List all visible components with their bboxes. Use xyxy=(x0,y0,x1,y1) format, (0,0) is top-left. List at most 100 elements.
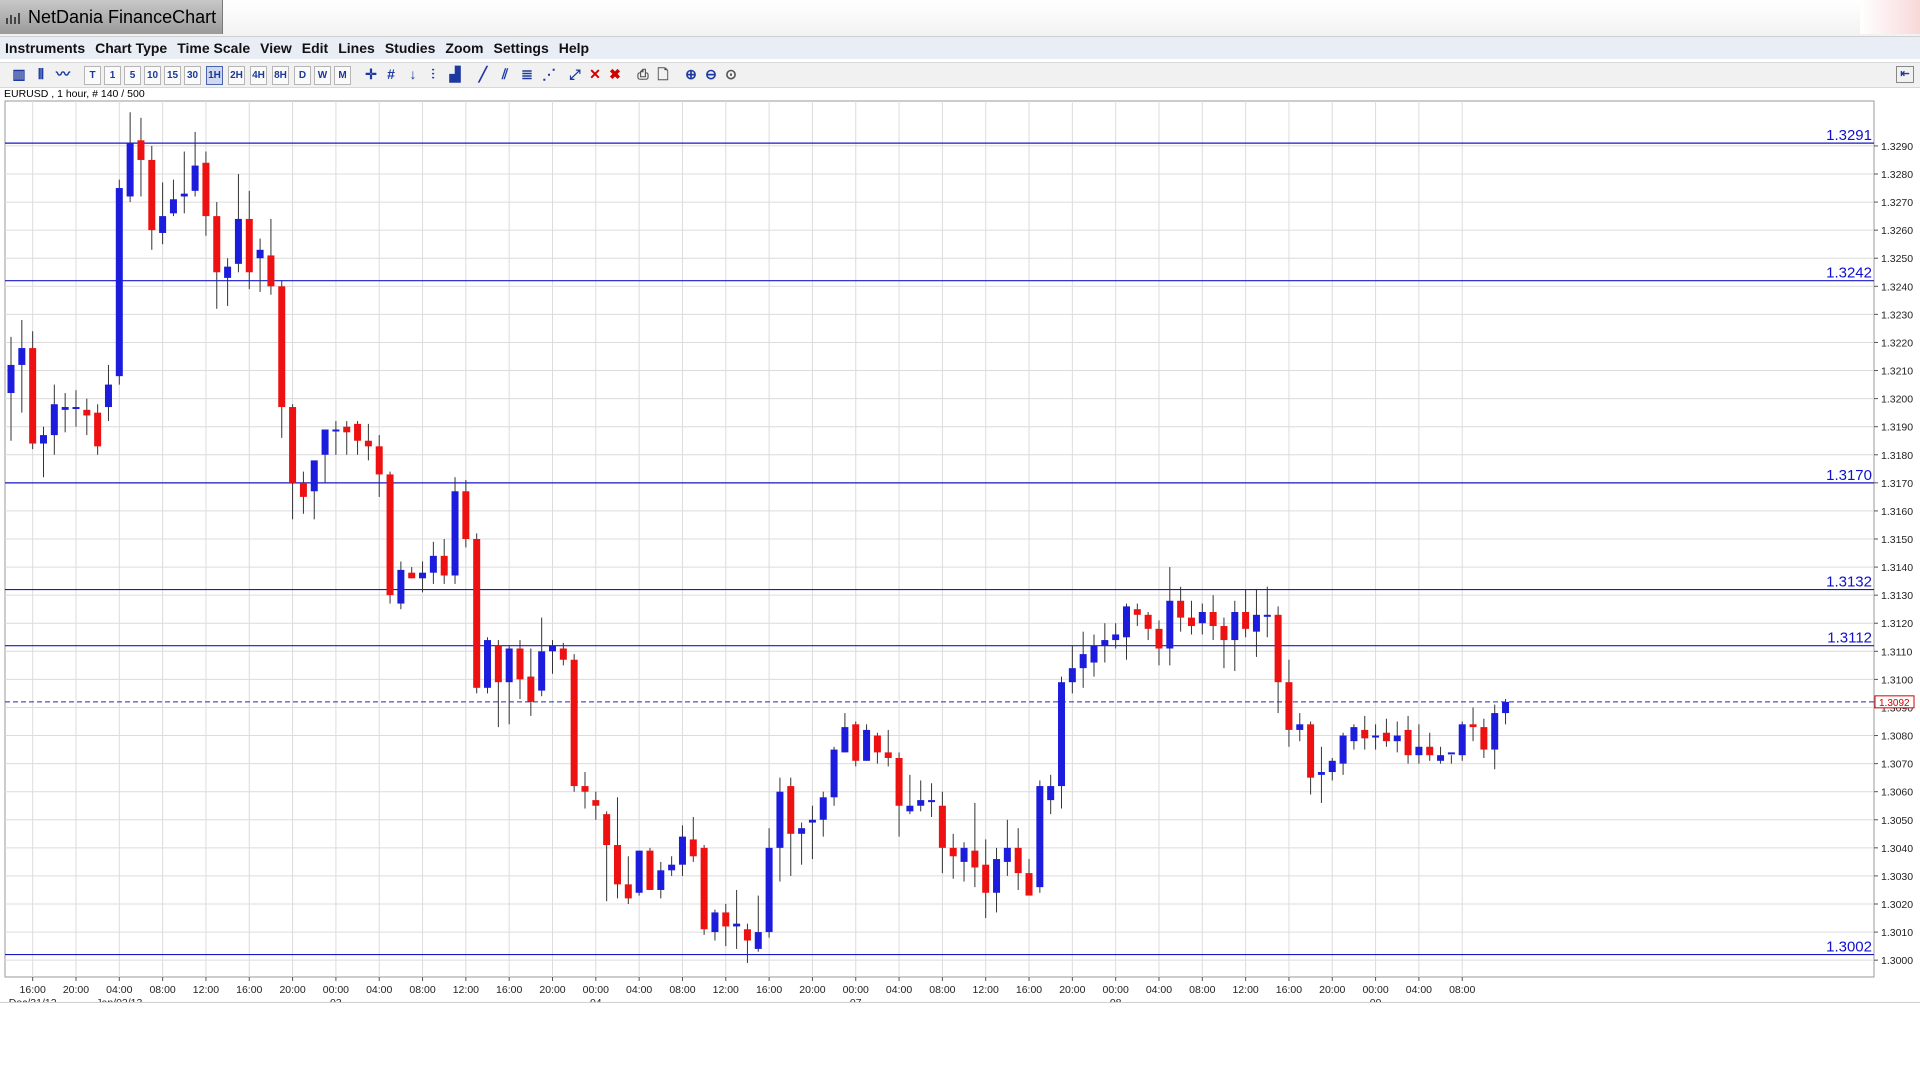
timescale-8h-button[interactable]: 8H xyxy=(272,66,289,85)
x-date-label: 08 xyxy=(1110,997,1122,1002)
candlestick-chart-icon[interactable]: ▥ xyxy=(12,66,26,82)
candle-body xyxy=(841,727,849,753)
timescale-4h-button[interactable]: 4H xyxy=(250,66,267,85)
timescale-5min-button[interactable]: 5 xyxy=(124,66,141,85)
fibonacci-icon[interactable]: ≣ xyxy=(521,66,533,82)
candle-body xyxy=(1025,873,1033,896)
timescale-1min-button[interactable]: 1 xyxy=(104,66,121,85)
menu-help[interactable]: Help xyxy=(558,40,590,56)
menu-studies[interactable]: Studies xyxy=(384,40,436,56)
x-time-label: 04:00 xyxy=(106,984,132,996)
titlebar-edge xyxy=(1860,0,1920,34)
candle-body xyxy=(1437,755,1445,761)
timescale-month-button[interactable]: M xyxy=(334,66,351,85)
bar-chart-icon[interactable]: ⫴ xyxy=(38,66,44,82)
time-axis: 16:00Dec/31/1220:0004:00Jan/02/1308:0012… xyxy=(9,977,1476,1002)
x-date-label: 09 xyxy=(1370,997,1382,1002)
candle-body xyxy=(700,847,708,930)
delete-all-icon[interactable]: ✖ xyxy=(609,66,621,82)
candle-body xyxy=(397,569,405,604)
timescale-2h-button[interactable]: 2H xyxy=(228,66,245,85)
candle-body xyxy=(1372,735,1380,738)
delete-line-icon[interactable]: ✕ xyxy=(589,66,601,82)
candle-body xyxy=(29,348,37,444)
zoom-in-icon[interactable]: ⊕ xyxy=(685,66,697,82)
x-time-label: 12:00 xyxy=(1232,984,1258,996)
candle-body xyxy=(115,188,123,377)
candle-body xyxy=(1090,645,1098,663)
x-time-label: 04:00 xyxy=(1146,984,1172,996)
crosshair-icon[interactable]: ✛ xyxy=(365,66,377,82)
volume-icon[interactable]: ⫶ xyxy=(431,66,435,82)
timescale-30min-button[interactable]: 30 xyxy=(184,66,201,85)
x-time-label: 16:00 xyxy=(1016,984,1042,996)
collapse-panel-icon[interactable]: ⇤ xyxy=(1896,66,1914,83)
candle-body xyxy=(689,839,697,857)
studies-icon[interactable]: ▟ xyxy=(449,66,461,82)
menu-settings[interactable]: Settings xyxy=(493,40,549,56)
menu-view[interactable]: View xyxy=(260,40,292,56)
candle-body xyxy=(1502,701,1510,714)
channel-icon[interactable]: ⫽ xyxy=(501,66,509,82)
toolbar: ▥ ⫴ 〰 T 1 5 10 15 30 1H 2H 4H 8H D W M ✛… xyxy=(0,62,1920,88)
menu-zoom[interactable]: Zoom xyxy=(445,40,484,56)
candle-body xyxy=(440,555,448,576)
candle-body xyxy=(906,805,914,812)
candles xyxy=(7,112,1510,963)
timescale-1h-button[interactable]: 1H xyxy=(206,66,223,85)
x-time-label: 16:00 xyxy=(1276,984,1302,996)
print-preview-icon[interactable]: 🗋 xyxy=(657,66,669,82)
candle-body xyxy=(1426,746,1434,756)
candle-body xyxy=(1187,617,1195,627)
candle-body xyxy=(148,159,156,231)
timescale-15min-button[interactable]: 15 xyxy=(164,66,181,85)
y-tick-label: 1.3240 xyxy=(1881,281,1913,293)
candle-body xyxy=(191,165,199,191)
candle-body xyxy=(484,640,492,688)
timescale-tick-button[interactable]: T xyxy=(84,66,101,85)
timescale-day-button[interactable]: D xyxy=(294,66,311,85)
candle-body xyxy=(884,752,892,758)
app-title: NetDania FinanceChart xyxy=(28,7,217,27)
y-tick-label: 1.3230 xyxy=(1881,309,1913,321)
x-date-label: 07 xyxy=(850,997,862,1002)
trendline-icon[interactable]: ╱ xyxy=(478,66,488,82)
line-chart-icon[interactable]: 〰 xyxy=(56,66,70,82)
candle-body xyxy=(960,847,968,862)
zoom-reset-icon[interactable]: ⊙ xyxy=(725,66,737,82)
timescale-week-button[interactable]: W xyxy=(314,66,331,85)
candle-body xyxy=(1361,729,1369,739)
candle-body xyxy=(1068,668,1076,683)
x-time-label: 20:00 xyxy=(539,984,565,996)
zoom-out-icon[interactable]: ⊖ xyxy=(705,66,717,82)
menu-edit[interactable]: Edit xyxy=(301,40,329,56)
menu-lines[interactable]: Lines xyxy=(338,40,375,56)
menu-chart-type[interactable]: Chart Type xyxy=(95,40,168,56)
y-tick-label: 1.3150 xyxy=(1881,534,1913,546)
timescale-10min-button[interactable]: 10 xyxy=(144,66,161,85)
select-line-icon[interactable]: ⤢ xyxy=(569,66,581,82)
print-icon[interactable]: ⎙ xyxy=(637,66,649,82)
arrow-down-icon[interactable]: ↓ xyxy=(409,66,417,82)
x-time-label: 08:00 xyxy=(1449,984,1475,996)
price-axis: 1.3000 1.3010 1.3020 1.3030 1.3040 1.3050 1.30… xyxy=(1874,141,1915,967)
candle-body xyxy=(1242,612,1250,629)
candle-body xyxy=(1415,746,1423,756)
x-time-label: 16:00 xyxy=(496,984,522,996)
candle-body xyxy=(711,912,719,933)
menu-instruments[interactable]: Instruments xyxy=(5,40,86,56)
candle-body xyxy=(104,384,112,408)
candle-body xyxy=(299,482,307,497)
horizontal-levels: 1.3291 1.3242 1.3170 1.3132 1.3112 1.3002 xyxy=(5,127,1874,956)
menu-time-scale[interactable]: Time Scale xyxy=(177,40,251,56)
y-tick-label: 1.3000 xyxy=(1881,955,1913,967)
grid-icon[interactable]: # xyxy=(387,66,395,82)
candle-body xyxy=(386,474,394,596)
candle-body xyxy=(1003,847,1011,862)
candle-body xyxy=(1404,729,1412,756)
chart-bottom-border xyxy=(0,1002,1920,1003)
candle-body xyxy=(678,836,686,865)
price-chart[interactable]: 1.3291 1.3242 1.3170 1.3132 1.3112 1.3002 1.3… xyxy=(0,100,1920,1002)
app-title-tab[interactable]: NetDania FinanceChart xyxy=(0,0,223,34)
fan-lines-icon[interactable]: ⋰ xyxy=(542,66,556,82)
